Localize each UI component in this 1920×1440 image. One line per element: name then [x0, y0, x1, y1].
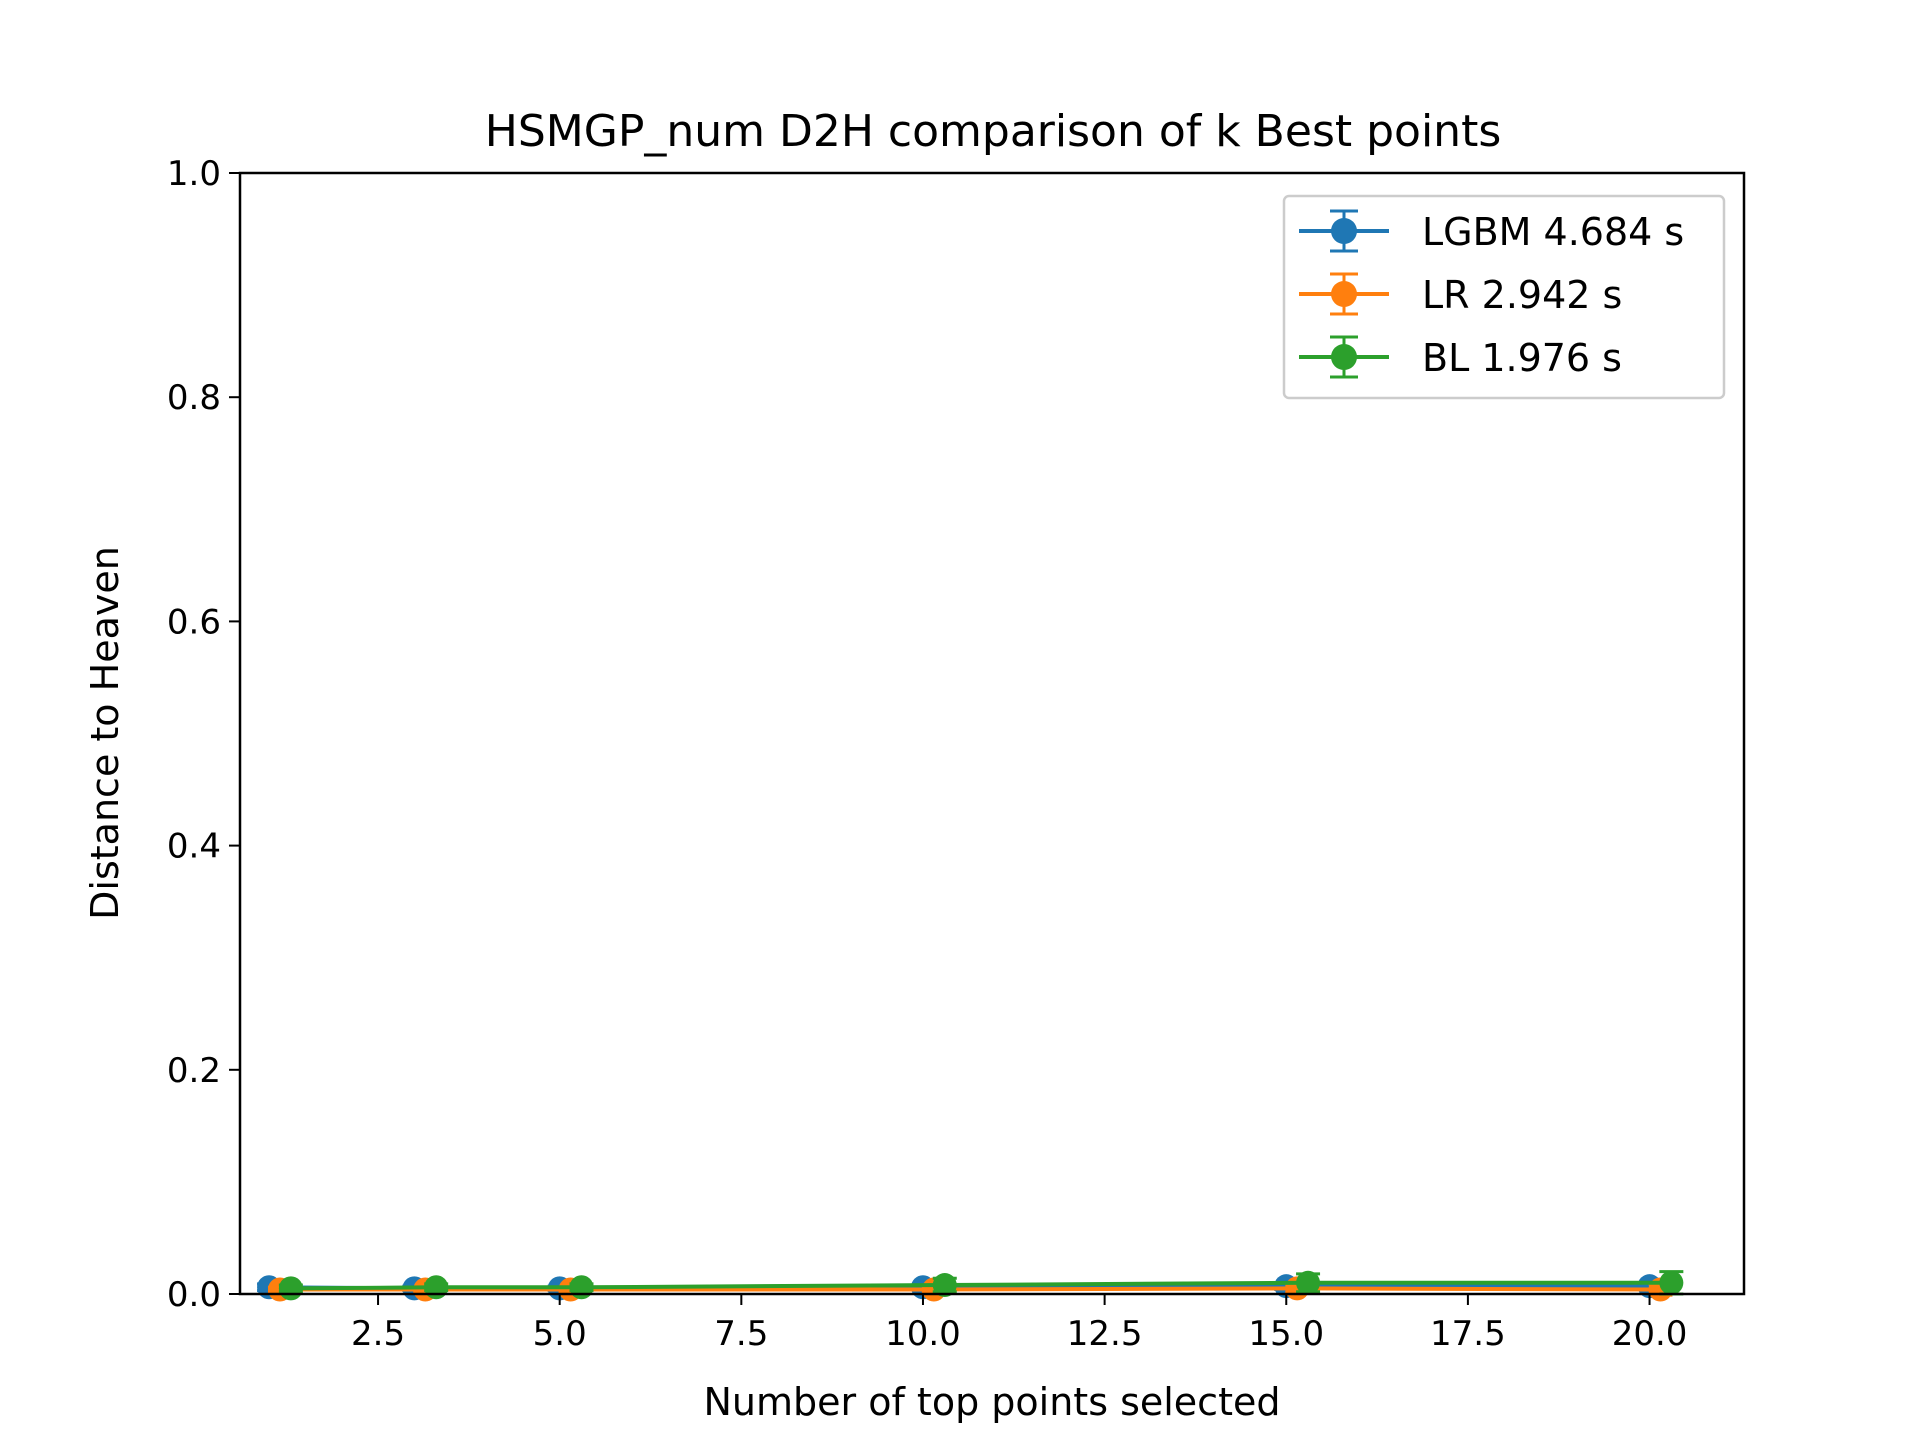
x-tick-label: 20.0: [1612, 1314, 1688, 1354]
legend: LGBM 4.684 s LR 2.942 s BL 1.976 s: [1282, 194, 1726, 400]
data-point: [1296, 1270, 1321, 1295]
legend-box: [1282, 194, 1726, 400]
data-point: [569, 1275, 594, 1300]
x-tick-label: 2.5: [351, 1314, 405, 1354]
y-tick-label: 1.0: [167, 154, 221, 194]
y-axis-label: Distance to Heaven: [83, 546, 127, 920]
x-tick-label: 15.0: [1248, 1314, 1324, 1354]
axes-frame: [238, 171, 1746, 1296]
y-tick-label: 0.8: [167, 378, 221, 418]
legend-marker: [1331, 344, 1357, 370]
x-tick-label: 17.5: [1430, 1314, 1506, 1354]
series-line: [290, 1280, 1672, 1291]
y-tick-label: 0.0: [167, 1275, 221, 1315]
legend-entry: BL 1.976 s: [1299, 335, 1622, 380]
data-point: [278, 1276, 303, 1301]
plot-area: [257, 1270, 1684, 1302]
x-tick-label: 5.0: [533, 1314, 587, 1354]
y-tick-label: 0.2: [167, 1051, 221, 1091]
legend-entry: LGBM 4.684 s: [1299, 209, 1684, 254]
legend-label: BL 1.976 s: [1422, 336, 1622, 380]
legend-marker: [1331, 281, 1357, 307]
data-point: [424, 1275, 449, 1300]
series-2: [278, 1270, 1684, 1301]
data-point: [1659, 1270, 1684, 1295]
legend-label: LGBM 4.684 s: [1422, 210, 1684, 254]
legend-entry: LR 2.942 s: [1299, 272, 1622, 317]
x-tick-label: 12.5: [1067, 1314, 1143, 1354]
x-axis-label: Number of top points selected: [704, 1380, 1281, 1424]
data-point: [932, 1273, 957, 1298]
legend-label: LR 2.942 s: [1422, 273, 1622, 317]
chart-title: HSMGP_num D2H comparison of k Best point…: [485, 106, 1502, 157]
y-tick-label: 0.4: [167, 827, 221, 867]
x-tick-label: 10.0: [885, 1314, 961, 1354]
y-tick-label: 0.6: [167, 602, 221, 642]
legend-marker: [1331, 218, 1357, 244]
x-tick-label: 7.5: [714, 1314, 768, 1354]
axis-ticks: 2.5 5.0 7.5 10.0 12.5 15.0 17.5 20.0 0.0 0.2 0.4 0.…: [167, 154, 1687, 1354]
